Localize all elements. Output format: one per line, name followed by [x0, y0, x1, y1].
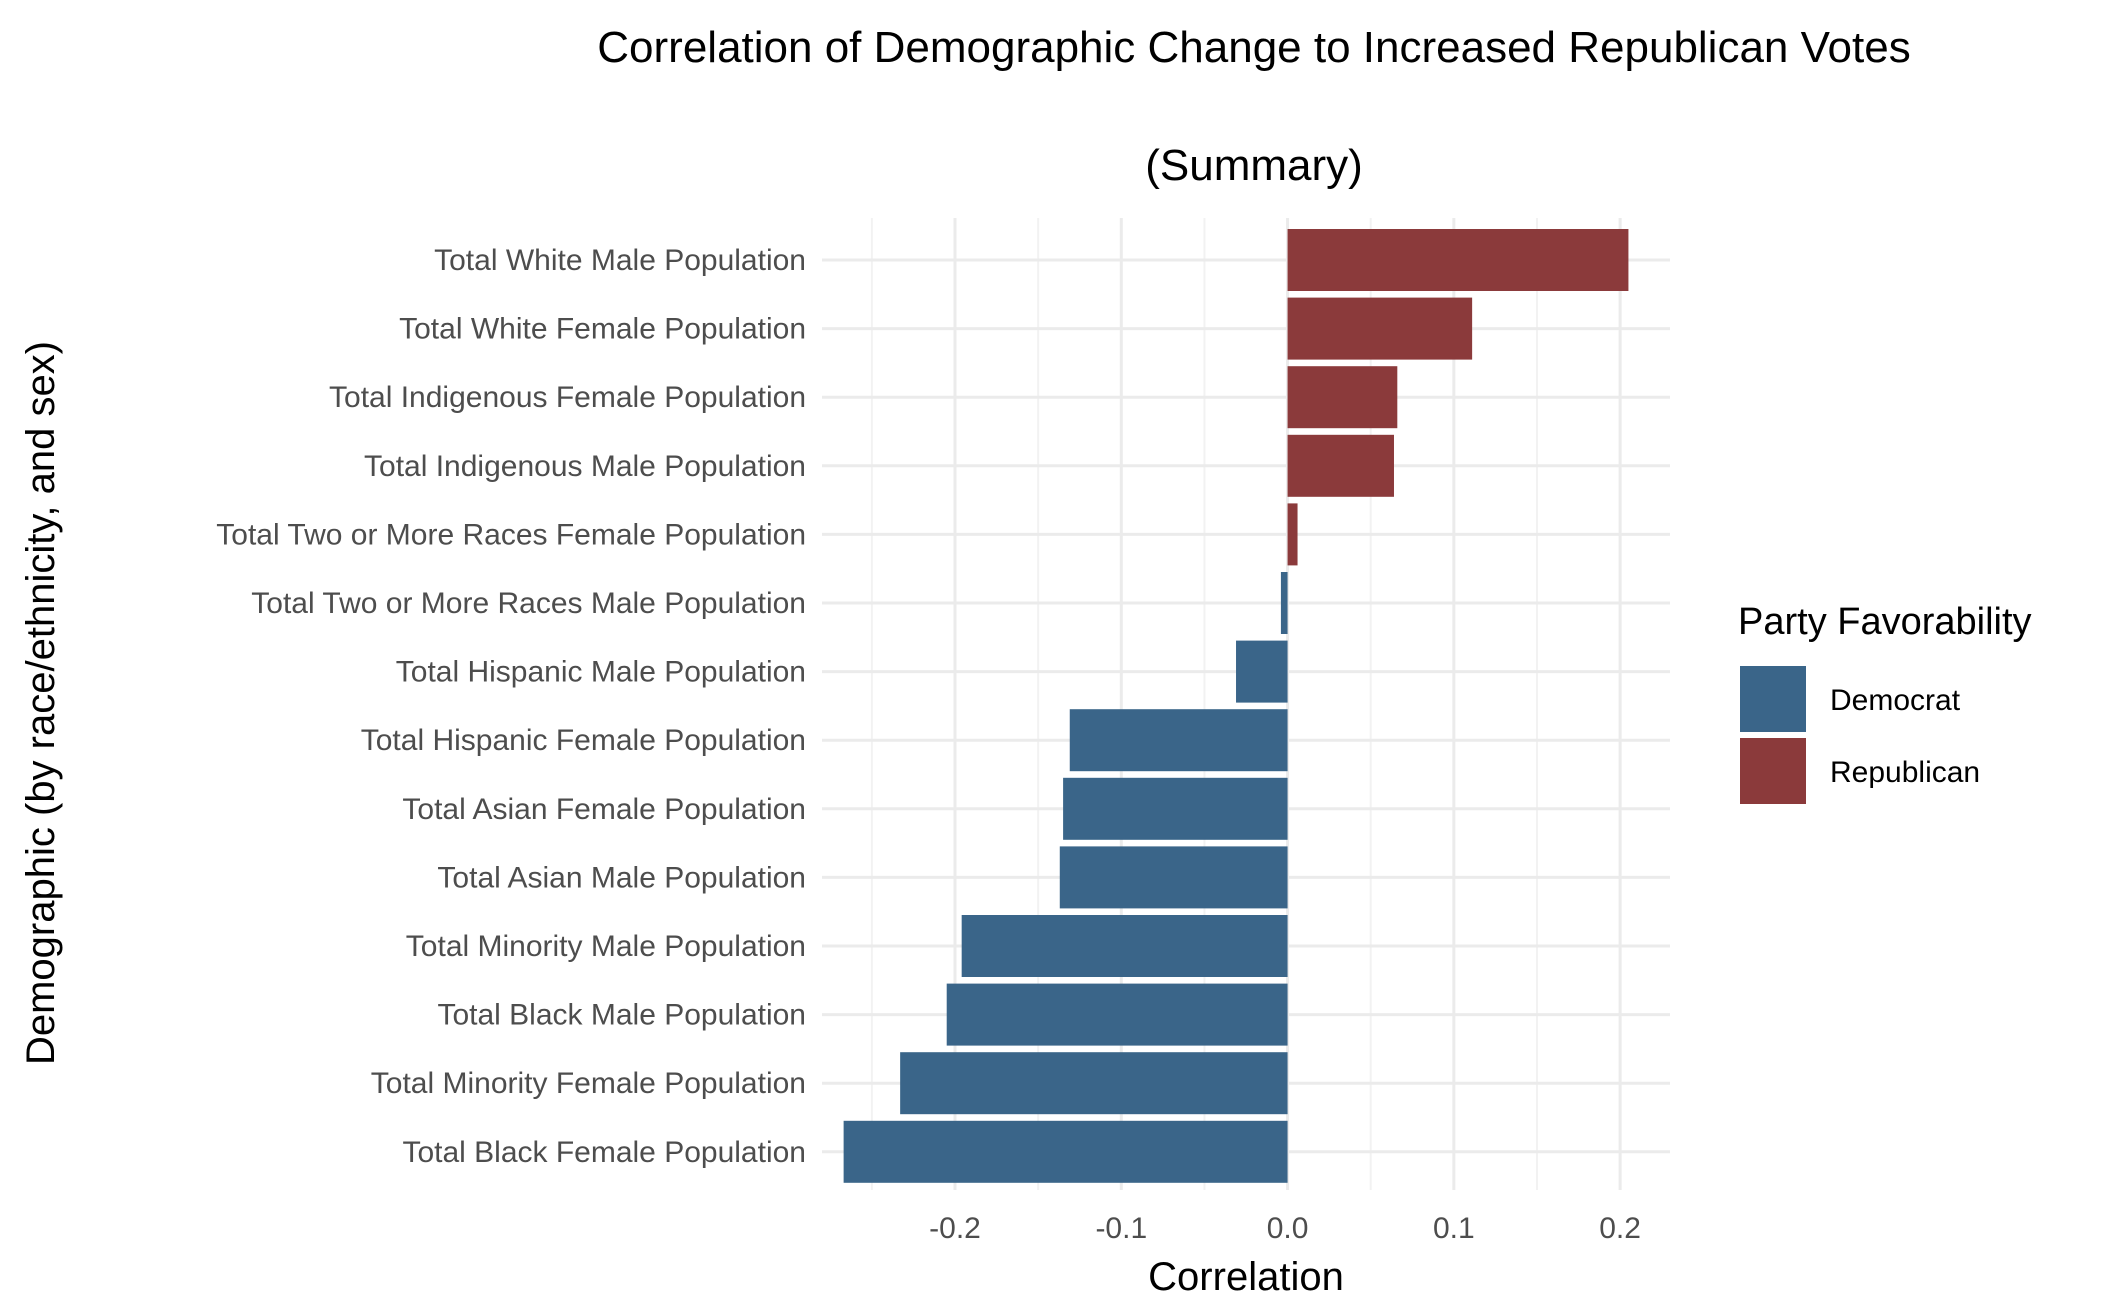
bar: [843, 1120, 1288, 1183]
category-label: Total Indigenous Female Population: [329, 381, 806, 414]
chart-subtitle: (Summary): [1145, 141, 1363, 190]
category-label: Total Minority Male Population: [406, 930, 806, 963]
category-label: Total Black Female Population: [402, 1136, 806, 1169]
category-label: Total Indigenous Male Population: [364, 450, 806, 483]
bar: [900, 1052, 1288, 1115]
x-tick-label: 0.2: [1599, 1212, 1641, 1245]
bar: [961, 915, 1288, 977]
category-label: Total Hispanic Male Population: [396, 656, 806, 689]
category-label: Total Black Male Population: [437, 999, 806, 1032]
bar: [1063, 777, 1288, 840]
legend-label-republican: Republican: [1830, 756, 1980, 789]
bar: [1287, 366, 1398, 429]
x-tick-label: -0.2: [929, 1212, 981, 1245]
category-label: Total Asian Female Population: [402, 793, 806, 826]
bar: [1287, 434, 1394, 497]
category-label: Total Asian Male Population: [437, 861, 806, 894]
legend-swatch-republican: [1740, 738, 1806, 804]
bar: [1287, 229, 1629, 291]
category-label: Total White Female Population: [399, 313, 806, 346]
legend: Party Favorability Democrat Republican: [1738, 601, 2032, 804]
x-tick-labels: -0.2 -0.1 0.0 0.1 0.2: [929, 1212, 1641, 1245]
bar: [1069, 709, 1288, 772]
legend-title: Party Favorability: [1738, 601, 2032, 643]
bar: [1280, 572, 1288, 634]
bar: [1287, 297, 1473, 360]
category-label: Total Two or More Races Female Populatio…: [216, 518, 806, 551]
category-label: Total White Male Population: [434, 244, 806, 277]
bar: [1059, 846, 1288, 909]
bars: [843, 229, 1629, 1183]
x-tick-label: 0.0: [1267, 1212, 1309, 1245]
bar: [946, 983, 1288, 1046]
category-labels: Total White Male Population Total White F…: [216, 244, 806, 1169]
bar: [1287, 503, 1298, 566]
legend-label-democrat: Democrat: [1830, 684, 1961, 717]
chart-title: Correlation of Demographic Change to Inc…: [597, 23, 1910, 72]
category-label: Total Hispanic Female Population: [361, 724, 806, 757]
legend-swatch-democrat: [1740, 666, 1806, 732]
x-axis-title: Correlation: [1148, 1255, 1344, 1299]
y-axis-title: Demographic (by race/ethnicity, and sex): [19, 341, 63, 1065]
category-label: Total Minority Female Population: [371, 1067, 806, 1100]
x-tick-label: -0.1: [1095, 1212, 1147, 1245]
bar: [1236, 640, 1288, 703]
x-tick-label: 0.1: [1433, 1212, 1475, 1245]
category-label: Total Two or More Races Male Population: [251, 587, 806, 620]
